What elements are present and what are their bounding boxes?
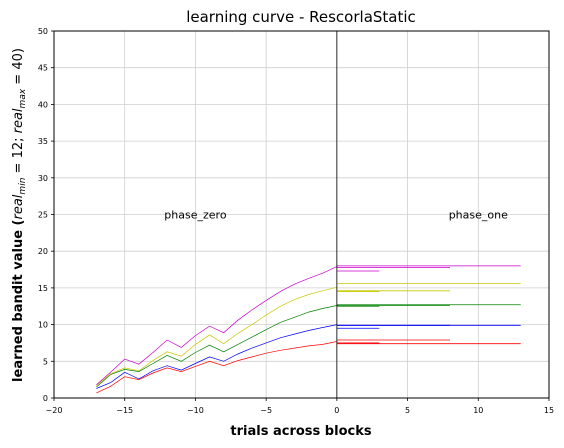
x-tick-label: 15 [544, 406, 554, 415]
y-tick-label: 0 [43, 394, 48, 403]
series-line-olive [96, 286, 337, 386]
y-tick-label: 15 [38, 284, 48, 293]
y-tick-label: 30 [38, 174, 48, 183]
y-tick-label: 10 [38, 321, 48, 330]
y-label-real-max: real [11, 108, 26, 133]
y-axis-ticks: 0 5 10 15 20 25 30 35 40 45 50 [38, 27, 54, 403]
chart-title: learning curve - RescorlaStatic [186, 8, 416, 26]
y-label-post: = 40) [11, 48, 26, 89]
phase-one-label: phase_one [449, 209, 508, 222]
y-label-mid: = 12; [11, 133, 26, 177]
x-axis-ticks: −20 −15 −10 −5 0 5 10 15 [46, 398, 554, 415]
series-line-magenta [96, 266, 338, 386]
y-label-pre: learned bandit value ( [11, 220, 26, 382]
x-tick-label: −10 [187, 406, 204, 415]
grid [53, 30, 550, 399]
x-tick-label: −15 [116, 406, 133, 415]
x-tick-label: 10 [473, 406, 483, 415]
x-tick-label: −5 [260, 406, 272, 415]
series-lines [96, 266, 338, 394]
phase-zero-label: phase_zero [164, 209, 227, 222]
y-tick-label: 35 [38, 137, 48, 146]
series-line-red [96, 341, 337, 394]
y-axis-label: learned bandit value (realmin = 12; real… [11, 48, 28, 382]
y-label-real-min: real [11, 194, 26, 219]
x-axis-label: trials across blocks [230, 424, 371, 439]
x-tick-label: 0 [334, 406, 339, 415]
y-tick-label: 5 [43, 357, 48, 366]
x-tick-label: 5 [405, 406, 410, 415]
y-tick-label: 50 [38, 27, 48, 36]
y-tick-label: 45 [38, 64, 48, 73]
y-tick-label: 40 [38, 100, 48, 109]
phase-one-lines [336, 265, 521, 345]
y-tick-label: 25 [38, 211, 48, 220]
x-tick-label: −20 [46, 406, 63, 415]
series-line-green [96, 305, 337, 388]
y-tick-label: 20 [38, 247, 48, 256]
series-line-blue [96, 324, 337, 389]
y-label-sub-min: min [18, 177, 28, 194]
y-label-sub-max: max [18, 88, 28, 108]
